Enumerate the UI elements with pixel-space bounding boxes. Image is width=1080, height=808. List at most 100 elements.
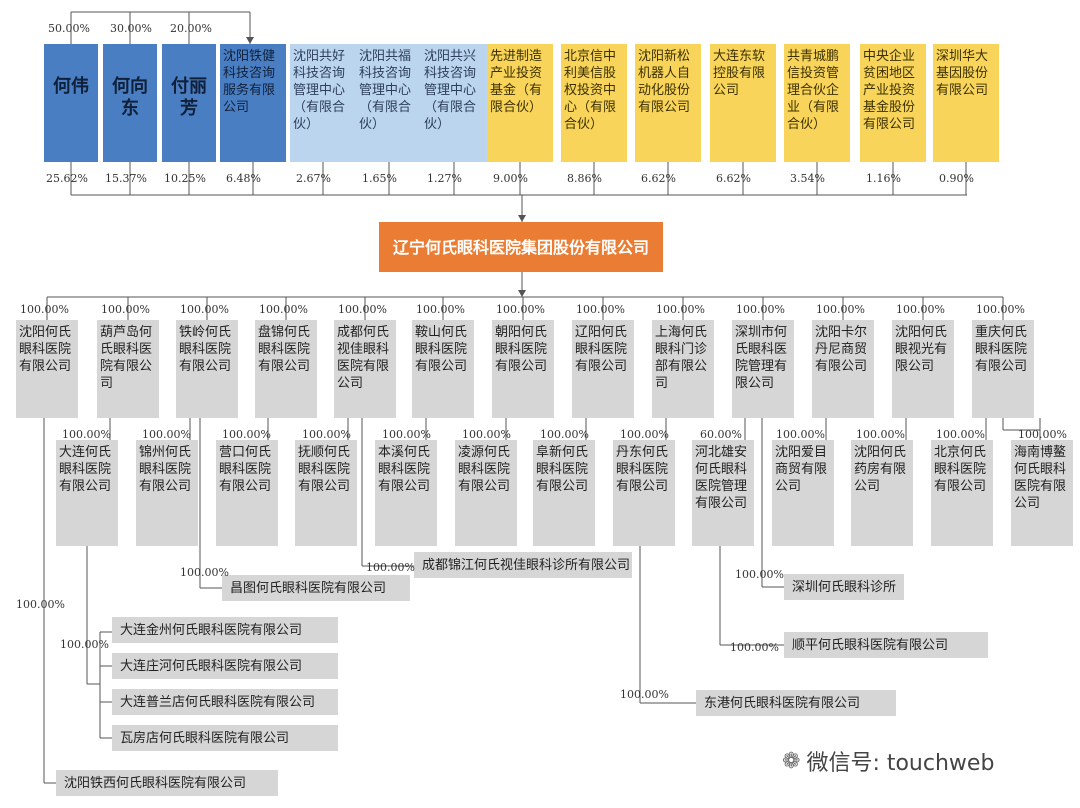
- deep-pct-1: 100.00%: [180, 566, 229, 579]
- row2-company-5: 凌源何氏眼科医院有限公司: [455, 440, 517, 546]
- row2-company-11: 北京何氏眼科医院有限公司: [931, 440, 993, 546]
- shareholder-pct-6: 1.27%: [427, 172, 462, 185]
- row2-pct-6: 100.00%: [540, 428, 589, 441]
- shareholder-pct-13: 0.90%: [939, 172, 974, 185]
- row2-company-6: 阜新何氏眼科医院有限公司: [533, 440, 595, 546]
- row1-company-11: 沈阳何氏眼视光有限公司: [892, 320, 954, 418]
- row2-company-2: 营口何氏眼科医院有限公司: [216, 440, 278, 546]
- row2-company-12: 海南博鳌何氏眼科医院有限公司: [1011, 440, 1073, 546]
- row1-pct-8: 100.00%: [656, 303, 705, 316]
- shareholder-box-7: 先进制造产业投资基金（有限合伙）: [487, 44, 553, 162]
- shareholder-box-9: 沈阳新松机器人自动化股份有限公司: [635, 44, 701, 162]
- row1-pct-12: 100.00%: [976, 303, 1025, 316]
- shareholder-box-3: 沈阳铁健科技咨询服务有限公司: [220, 44, 286, 162]
- row2-pct-7: 100.00%: [620, 428, 669, 441]
- row1-pct-4: 100.00%: [338, 303, 387, 316]
- center-company-box: 辽宁何氏眼科医院集团股份有限公司: [379, 222, 663, 272]
- row1-pct-1: 100.00%: [101, 303, 150, 316]
- shareholder-pct-7: 9.00%: [493, 172, 528, 185]
- shareholder-box-10: 大连东软控股有限公司: [710, 44, 776, 162]
- shareholder-pct-8: 8.86%: [567, 172, 602, 185]
- row2-company-8: 河北雄安何氏眼科医院管理有限公司: [692, 440, 754, 546]
- deep-company-0: 成都锦江何氏视佳眼科诊所有限公司: [414, 552, 632, 578]
- row2-company-0: 大连何氏眼科医院有限公司: [56, 440, 118, 546]
- row2-pct-5: 100.00%: [462, 428, 511, 441]
- row2-pct-4: 100.00%: [382, 428, 431, 441]
- watermark-text: 微信号: touchweb: [806, 751, 995, 776]
- deep-company-3: 大连金州何氏眼科医院有限公司: [112, 617, 338, 643]
- deep-company-9: 沈阳铁西何氏眼科医院有限公司: [56, 770, 278, 796]
- row1-company-8: 上海何氏眼科门诊部有限公司: [652, 320, 714, 418]
- row1-pct-3: 100.00%: [259, 303, 308, 316]
- row2-pct-1: 100.00%: [142, 428, 191, 441]
- row1-company-3: 盘锦何氏眼科医院有限公司: [255, 320, 317, 418]
- top-arrowhead: [246, 37, 254, 44]
- row2-pct-8: 60.00%: [700, 428, 742, 441]
- wechat-icon: ❁: [782, 748, 801, 774]
- row1-company-12: 重庆何氏眼科医院有限公司: [972, 320, 1034, 418]
- row1-company-0: 沈阳何氏眼科医院有限公司: [16, 320, 78, 418]
- row1-company-2: 铁岭何氏眼科医院有限公司: [176, 320, 238, 418]
- shareholder-box-8: 北京信中利美信股权投资中心（有限合伙）: [561, 44, 627, 162]
- shareholder-box-6: 沈阳共兴科技咨询管理中心（有限合伙）: [421, 44, 487, 162]
- row2-pct-12: 100.00%: [1018, 428, 1067, 441]
- deep-company-4: 大连庄河何氏眼科医院有限公司: [112, 653, 338, 679]
- row2-company-3: 抚顺何氏眼科医院有限公司: [295, 440, 357, 546]
- row2-company-7: 丹东何氏眼科医院有限公司: [613, 440, 675, 546]
- deep-company-7: 顺平何氏眼科医院有限公司: [784, 632, 988, 658]
- row1-company-7: 辽阳何氏眼科医院有限公司: [572, 320, 634, 418]
- shareholder-pct-2: 10.25%: [164, 172, 206, 185]
- shareholder-pct-10: 6.62%: [716, 172, 751, 185]
- row2-company-10: 沈阳何氏药房有限公司: [851, 440, 913, 546]
- shareholder-pct-4: 2.67%: [296, 172, 331, 185]
- deep-pct-7: 100.00%: [730, 641, 779, 654]
- row1-company-10: 沈阳卡尔丹尼商贸有限公司: [812, 320, 874, 418]
- deep-company-1: 昌图何氏眼科医院有限公司: [222, 575, 410, 601]
- center-arrowhead: [518, 215, 526, 222]
- deep-company-5: 大连普兰店何氏眼科医院有限公司: [112, 689, 338, 715]
- shareholder-box-13: 深圳华大基因股份有限公司: [933, 44, 999, 162]
- row1-pct-7: 100.00%: [576, 303, 625, 316]
- row2-company-4: 本溪何氏眼科医院有限公司: [375, 440, 437, 546]
- shareholder-box-5: 沈阳共福科技咨询管理中心（有限合伙）: [356, 44, 422, 162]
- shareholder-pct-9: 6.62%: [641, 172, 676, 185]
- shareholder-box-4: 沈阳共好科技咨询管理中心（有限合伙）: [290, 44, 356, 162]
- shareholder-pct-0: 25.62%: [46, 172, 88, 185]
- top-pct-hexiangdong: 30.00%: [110, 22, 152, 35]
- shareholder-box-11: 共青城鹏信投资管理合伙企业（有限合伙）: [784, 44, 850, 162]
- deep-company-6: 瓦房店何氏眼科医院有限公司: [112, 725, 338, 751]
- deep-company-2: 深圳何氏眼科诊所: [784, 574, 904, 600]
- row2-pct-0: 100.00%: [62, 428, 111, 441]
- deep-company-8: 东港何氏眼科医院有限公司: [696, 690, 896, 716]
- deep-pct-3: 100.00%: [60, 638, 109, 651]
- deep-pct-9: 100.00%: [16, 598, 65, 611]
- shareholder-pct-12: 1.16%: [866, 172, 901, 185]
- row1-company-5: 鞍山何氏眼科医院有限公司: [412, 320, 474, 418]
- shareholder-pct-1: 15.37%: [105, 172, 147, 185]
- deep-pct-8: 100.00%: [620, 688, 669, 701]
- row1-pct-11: 100.00%: [896, 303, 945, 316]
- top-pct-fulifang: 20.00%: [170, 22, 212, 35]
- shareholder-box-0: 何伟: [44, 44, 98, 162]
- row2-company-1: 锦州何氏眼科医院有限公司: [136, 440, 198, 546]
- deep-pct-0: 100.00%: [366, 561, 415, 574]
- top-pct-hewei: 50.00%: [48, 22, 90, 35]
- shareholder-pct-11: 3.54%: [790, 172, 825, 185]
- shareholder-pct-3: 6.48%: [226, 172, 261, 185]
- row1-pct-9: 100.00%: [736, 303, 785, 316]
- row1-company-6: 朝阳何氏眼科医院有限公司: [492, 320, 554, 418]
- row1-company-4: 成都何氏视佳眼科医院有限公司: [334, 320, 396, 418]
- row1-pct-10: 100.00%: [816, 303, 865, 316]
- shareholder-box-2: 付丽芳: [162, 44, 216, 162]
- row1-pct-6: 100.00%: [496, 303, 545, 316]
- deep-pct-2: 100.00%: [735, 568, 784, 581]
- row1-pct-5: 100.00%: [416, 303, 465, 316]
- shareholder-pct-5: 1.65%: [362, 172, 397, 185]
- row1-pct-2: 100.00%: [180, 303, 229, 316]
- row2-pct-10: 100.00%: [856, 428, 905, 441]
- watermark: ❁ 微信号: touchweb: [782, 745, 994, 777]
- row2-pct-11: 100.00%: [936, 428, 985, 441]
- shareholder-box-12: 中央企业贫困地区产业投资基金股份有限公司: [860, 44, 926, 162]
- shareholder-box-1: 何向东: [103, 44, 157, 162]
